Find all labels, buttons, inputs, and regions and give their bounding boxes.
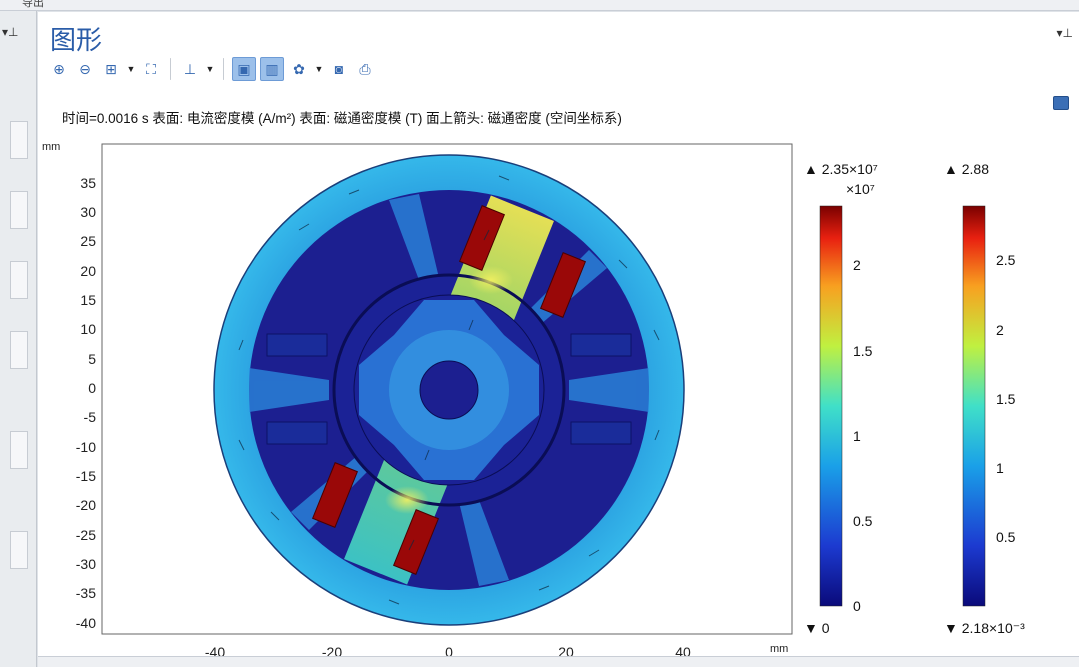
legend-tick: 2 — [853, 257, 861, 273]
chevron-down-icon[interactable]: ▼ — [126, 64, 136, 74]
print-icon[interactable]: ⎙ — [359, 60, 371, 77]
zoom-extents-icon[interactable]: ⛶ — [146, 60, 156, 77]
y-tick: 5 — [88, 351, 96, 367]
motor-field-plot — [213, 154, 685, 626]
side-tab[interactable] — [10, 261, 28, 299]
chevron-down-icon[interactable]: ▼ — [314, 64, 324, 74]
x-tick: 0 — [445, 644, 453, 660]
left-side-pane: ▾⊥ — [0, 11, 37, 667]
side-tab[interactable] — [10, 191, 28, 229]
toolbar-divider — [170, 58, 171, 80]
camera-icon[interactable]: ◙ — [334, 61, 344, 77]
legend-tick: 0.5 — [996, 529, 1016, 545]
scene-light-icon[interactable]: ✿ — [293, 60, 305, 77]
legend-current-ticks: 2 1.5 1 0.5 0 — [853, 257, 873, 614]
view-xy-icon[interactable]: ▣ — [232, 57, 256, 81]
y-tick: -30 — [76, 556, 96, 572]
export-label[interactable]: 导出 — [22, 0, 44, 9]
side-tab[interactable] — [10, 431, 28, 469]
legend-tick: 2.5 — [996, 252, 1016, 268]
zoom-out-icon[interactable]: ⊖ — [79, 60, 91, 77]
export-image-icon[interactable] — [1053, 96, 1069, 110]
slot-boxes — [266, 333, 632, 445]
side-tab[interactable] — [10, 331, 28, 369]
y-tick: -10 — [76, 439, 96, 455]
legend-tick: 1 — [853, 428, 861, 444]
panel-menu-icon[interactable]: ▾⊥ — [1056, 26, 1073, 40]
shaft — [419, 360, 479, 420]
y-tick: -25 — [76, 527, 96, 543]
legend-flux-max: ▲ 2.88 — [944, 161, 989, 177]
legend-current-multiplier: ×10⁷ — [846, 181, 875, 197]
legend-current-min: ▼ 0 — [804, 620, 830, 636]
legend-tick: 2 — [996, 322, 1004, 338]
view-default-icon[interactable]: ▥ — [260, 57, 284, 81]
energized-coils — [311, 205, 587, 575]
toolbar-divider — [223, 58, 224, 80]
y-tick: -20 — [76, 497, 96, 513]
legend-tick: 1.5 — [853, 343, 873, 359]
legend-tick: 0.5 — [853, 513, 873, 529]
zoom-box-icon[interactable]: ⊞ — [105, 60, 117, 77]
y-tick: -40 — [76, 615, 96, 631]
x-unit-label: mm — [770, 643, 788, 655]
legend-tick: 0 — [853, 598, 861, 614]
legend-tick: 1.5 — [996, 391, 1016, 407]
graphics-toolbar: ⊕ ⊖ ⊞ ▼ ⛶ ⊥ ▼ ▣ ▥ ✿ ▼ ◙ ⎙ — [48, 56, 376, 82]
y-tick: 30 — [80, 204, 96, 220]
y-tick: -5 — [84, 409, 97, 425]
zoom-in-icon[interactable]: ⊕ — [53, 60, 65, 77]
y-tick: 10 — [80, 321, 96, 337]
legend-current-max: ▲ 2.35×10⁷ — [804, 161, 878, 177]
flux-arrows — [238, 175, 660, 605]
y-tick: 0 — [88, 380, 96, 396]
bottom-strip — [38, 656, 1079, 667]
y-tick: -35 — [76, 585, 96, 601]
legend-flux-ticks: 2.5 2 1.5 1 0.5 — [996, 252, 1016, 545]
legend-tick: 1 — [996, 460, 1004, 476]
axis-icon[interactable]: ⊥ — [183, 60, 197, 77]
side-tab[interactable] — [10, 531, 28, 569]
legend-flux-min: ▼ 2.18×10⁻³ — [944, 620, 1025, 636]
plot-title: 时间=0.0016 s 表面: 电流密度模 (A/m²) 表面: 磁通密度模 (… — [62, 111, 622, 126]
legend-flux-density: ▲ 2.88 2.5 2 1.5 1 0.5 ▼ 2.18×10⁻³ — [944, 161, 1025, 636]
colorbar-flux — [962, 205, 986, 607]
y-tick: 15 — [80, 292, 96, 308]
y-unit-label: mm — [42, 141, 60, 153]
panel-title: 图形 — [50, 26, 103, 56]
y-tick: 25 — [80, 233, 96, 249]
y-tick-labels: 35 30 25 20 15 10 5 0 -5 -10 -15 -20 -25… — [76, 175, 96, 631]
y-tick: 35 — [80, 175, 96, 191]
legend-current-density: ▲ 2.35×10⁷ ×10⁷ 2 1.5 1 0.5 0 ▼ 0 — [804, 161, 878, 636]
colorbar-current — [819, 205, 843, 607]
top-menu-strip: 导出 — [0, 0, 1079, 11]
pin-icon[interactable]: ▾⊥ — [2, 25, 19, 39]
chevron-down-icon[interactable]: ▼ — [205, 64, 215, 74]
y-tick: -15 — [76, 468, 96, 484]
rotor — [353, 294, 545, 486]
graphics-panel: 图形 ▾⊥ ⊕ ⊖ ⊞ ▼ ⛶ ⊥ ▼ ▣ ▥ ✿ ▼ ◙ ⎙ 时间=0.001… — [38, 12, 1079, 667]
y-tick: 20 — [80, 263, 96, 279]
side-tab[interactable] — [10, 121, 28, 159]
plot-canvas[interactable]: mm mm 35 30 25 20 15 10 5 0 -5 -10 -15 -… — [38, 122, 1079, 667]
